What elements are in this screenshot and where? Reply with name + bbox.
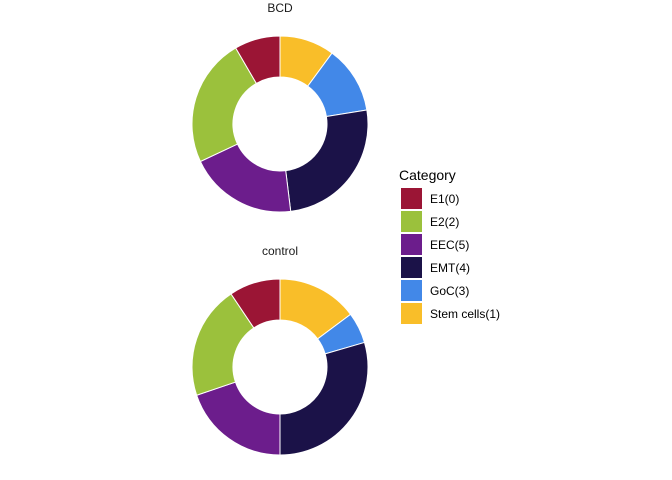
- donut-bcd: [191, 35, 369, 213]
- legend-label-goc-3: GoC(3): [430, 284, 469, 298]
- legend-key-e2-2: [401, 211, 422, 232]
- slice-control-eec-5: [196, 381, 281, 456]
- legend-key-stem-cells-1: [401, 303, 422, 324]
- legend-title: Category: [399, 167, 456, 183]
- slice-bcd-e1-0: [235, 35, 281, 85]
- facet-bcd: BCD: [191, 1, 369, 213]
- legend-key-e1-0: [401, 188, 422, 209]
- legend-label-e2-2: E2(2): [430, 215, 459, 229]
- donut-control: [191, 278, 369, 456]
- legend-key-goc-3: [401, 280, 422, 301]
- slice-control-e1-0: [230, 278, 281, 329]
- legend-label-e1-0: E1(0): [430, 192, 459, 206]
- legend-items: E1(0) E2(2) EEC(5) EMT(4) GoC(3) Stem cells(1…: [401, 188, 500, 324]
- legend-key-emt-4: [401, 257, 422, 278]
- legend: Category E1(0) E2(2) EEC(5) EMT(4) GoC(3) Ste…: [399, 167, 500, 324]
- facet-control: control: [191, 244, 369, 456]
- legend-label-emt-4: EMT(4): [430, 261, 470, 275]
- legend-label-stem-cells-1: Stem cells(1): [430, 307, 500, 321]
- facet-title-control: control: [262, 244, 298, 258]
- legend-key-eec-5: [401, 234, 422, 255]
- slice-control-emt-4: [279, 341, 369, 456]
- slice-bcd-emt-4: [285, 109, 369, 212]
- legend-label-eec-5: EEC(5): [430, 238, 469, 252]
- facet-title-bcd: BCD: [267, 1, 293, 15]
